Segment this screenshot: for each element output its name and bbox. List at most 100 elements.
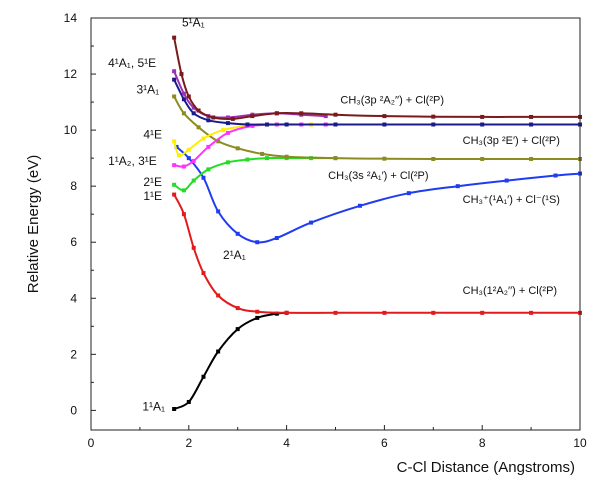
data-point xyxy=(255,240,260,245)
y-tick-label: 14 xyxy=(64,11,78,25)
data-point xyxy=(382,310,387,315)
data-point xyxy=(172,406,177,411)
data-point xyxy=(265,122,270,127)
data-point xyxy=(529,114,534,119)
data-point xyxy=(172,35,177,40)
annotation-label: 4¹E xyxy=(143,128,162,142)
plot-frame xyxy=(90,17,581,431)
data-point xyxy=(172,182,177,187)
data-point xyxy=(284,154,289,159)
data-point xyxy=(172,139,177,144)
data-point xyxy=(255,315,260,320)
data-point xyxy=(553,173,558,178)
data-point xyxy=(177,153,182,158)
data-point xyxy=(174,144,179,149)
data-point xyxy=(299,111,304,116)
data-point xyxy=(181,164,186,169)
data-point xyxy=(250,114,255,119)
y-axis-title: Relative Energy (eV) xyxy=(25,155,42,293)
y-tick-label: 0 xyxy=(70,403,77,417)
data-point xyxy=(186,147,191,152)
data-point xyxy=(196,125,201,130)
data-point xyxy=(225,130,230,135)
data-point xyxy=(172,163,177,168)
data-point xyxy=(284,122,289,127)
data-point xyxy=(235,146,240,151)
data-point xyxy=(225,115,230,120)
annotation-label: CH₃(3s ²A₁′) + Cl(²P) xyxy=(328,170,428,182)
series-line xyxy=(173,311,287,410)
series-line xyxy=(173,194,580,314)
data-point xyxy=(201,271,206,276)
data-point xyxy=(480,156,485,161)
axes: 0 2 4 6 8 10 0 2 4 6 8 10 12 14 xyxy=(64,11,587,450)
data-point xyxy=(255,309,260,314)
plot-area xyxy=(172,35,582,411)
data-point xyxy=(245,122,250,127)
data-point xyxy=(235,231,240,236)
data-point xyxy=(357,203,362,208)
data-point xyxy=(529,122,534,127)
data-point xyxy=(455,184,460,189)
y-tick-label: 10 xyxy=(64,123,78,137)
series-line xyxy=(173,123,326,168)
series-7 xyxy=(172,77,582,127)
data-point xyxy=(181,111,186,116)
series-0 xyxy=(172,310,289,411)
data-point xyxy=(206,144,211,149)
annotation-label: 1¹A₂, 3¹E xyxy=(108,154,157,168)
series-3 xyxy=(172,156,338,193)
data-point xyxy=(284,310,289,315)
data-point xyxy=(274,311,279,316)
annotation-label: 2¹E xyxy=(143,175,162,189)
data-point xyxy=(333,310,338,315)
x-tick-label: 10 xyxy=(573,436,587,450)
data-point xyxy=(406,191,411,196)
data-point xyxy=(265,156,270,161)
data-point xyxy=(230,116,235,121)
data-point xyxy=(191,178,196,183)
x-tick-label: 6 xyxy=(381,436,388,450)
data-point xyxy=(250,123,255,128)
series-9 xyxy=(172,35,582,121)
annotation-label: 1¹A₁ xyxy=(142,399,165,413)
data-point xyxy=(431,310,436,315)
x-tick-label: 0 xyxy=(88,436,95,450)
data-point xyxy=(196,108,201,113)
data-point xyxy=(333,112,338,117)
annotation-label: 2¹A₁ xyxy=(223,248,246,262)
data-point xyxy=(211,115,216,120)
data-point xyxy=(191,111,196,116)
annotation-label: 3¹A₁ xyxy=(136,83,159,97)
data-point xyxy=(333,156,338,161)
data-point xyxy=(191,245,196,250)
x-tick-label: 4 xyxy=(283,436,290,450)
data-point xyxy=(245,157,250,162)
data-point xyxy=(235,306,240,311)
data-point xyxy=(225,121,230,126)
series-line xyxy=(173,37,580,120)
data-point xyxy=(191,158,196,163)
annotation-label: 5¹A₁ xyxy=(182,15,205,29)
data-point xyxy=(382,114,387,119)
annotation-label: CH₃(1²A₂′′) + Cl(²P) xyxy=(463,285,557,297)
data-point xyxy=(382,122,387,127)
data-point xyxy=(172,94,177,99)
data-point xyxy=(309,220,314,225)
data-point xyxy=(172,192,177,197)
data-point xyxy=(179,72,184,77)
data-point xyxy=(206,167,211,172)
series-line xyxy=(175,146,581,244)
annotation-label: 1¹E xyxy=(143,189,162,203)
x-tick-label: 8 xyxy=(479,436,486,450)
y-tick-label: 6 xyxy=(70,235,77,249)
data-point xyxy=(323,114,328,119)
data-point xyxy=(431,122,436,127)
data-point xyxy=(382,156,387,161)
data-point xyxy=(529,310,534,315)
data-point xyxy=(216,349,221,354)
data-point xyxy=(480,114,485,119)
data-point xyxy=(225,160,230,165)
